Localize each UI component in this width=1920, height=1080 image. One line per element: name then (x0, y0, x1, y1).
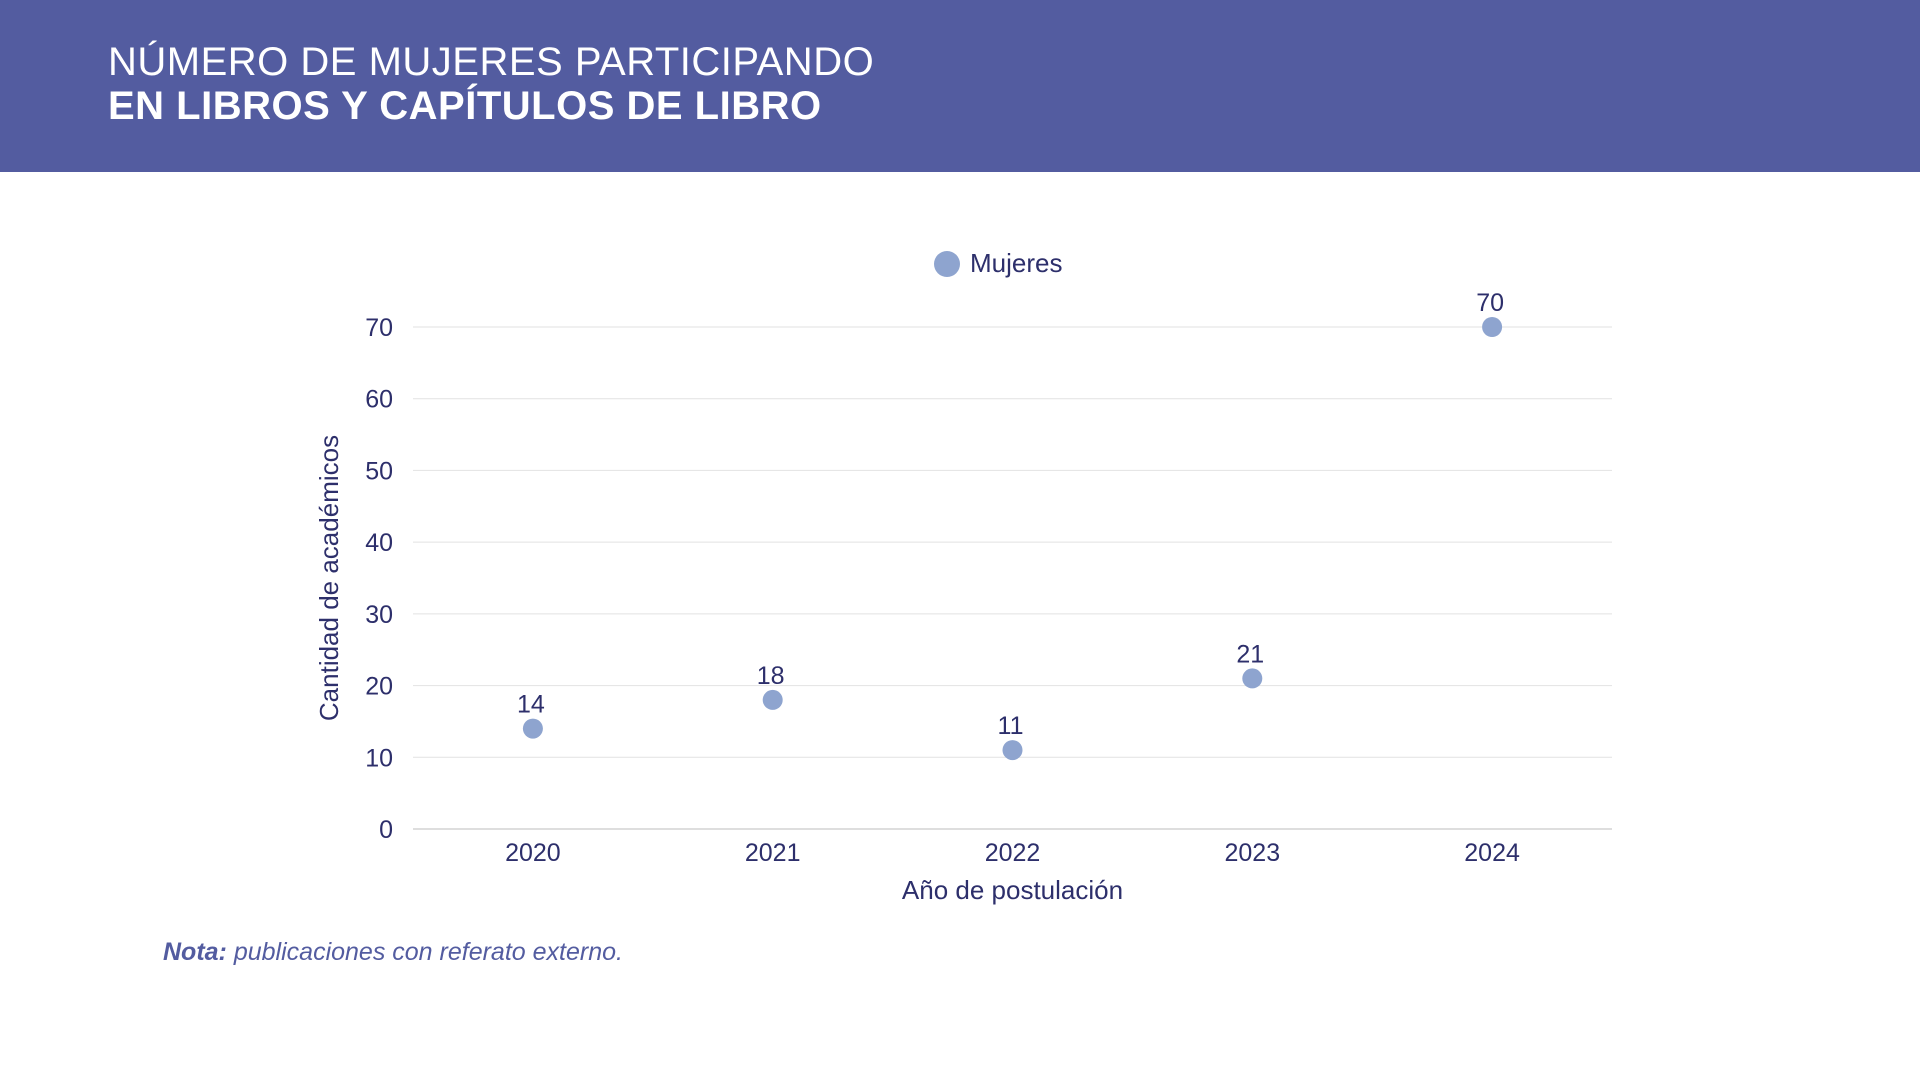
data-label: 21 (1236, 640, 1264, 668)
data-point (762, 689, 783, 710)
y-tick-label: 0 (379, 816, 393, 844)
x-tick-label: 2021 (745, 839, 801, 867)
data-point (1482, 317, 1503, 337)
data-label: 11 (998, 712, 1024, 740)
x-tick-label: 2020 (505, 839, 561, 867)
data-point (1002, 740, 1023, 761)
data-point (1242, 668, 1263, 689)
page-title-line2: EN LIBROS Y CAPÍTULOS DE LIBRO (108, 84, 822, 128)
y-tick-label: 70 (365, 314, 393, 342)
legend-marker (934, 251, 960, 277)
footnote-label: Nota: (163, 938, 227, 966)
y-axis-title: Cantidad de académicos (314, 435, 344, 721)
data-point (522, 718, 543, 739)
page-title-line1: NÚMERO DE MUJERES PARTICIPANDO (108, 40, 875, 84)
y-tick-label: 40 (365, 529, 393, 557)
footnote: Nota: publicaciones con referato externo… (163, 938, 623, 967)
y-tick-label: 30 (365, 601, 393, 629)
x-axis-title: Año de postulación (902, 875, 1123, 905)
x-tick-label: 2022 (985, 839, 1041, 867)
x-tick-label: 2023 (1224, 839, 1280, 867)
x-tick-label: 2024 (1464, 839, 1520, 867)
legend-label: Mujeres (970, 248, 1062, 278)
data-label: 18 (757, 662, 785, 690)
data-label: 14 (517, 691, 545, 719)
y-tick-label: 50 (365, 457, 393, 485)
y-tick-label: 10 (365, 744, 393, 772)
footnote-text: publicaciones con referato externo. (233, 938, 623, 966)
y-tick-label: 60 (365, 386, 393, 414)
data-label: 70 (1476, 289, 1504, 317)
header-banner: NÚMERO DE MUJERES PARTICIPANDO EN LIBROS… (0, 0, 1920, 172)
y-tick-label: 20 (365, 673, 393, 701)
